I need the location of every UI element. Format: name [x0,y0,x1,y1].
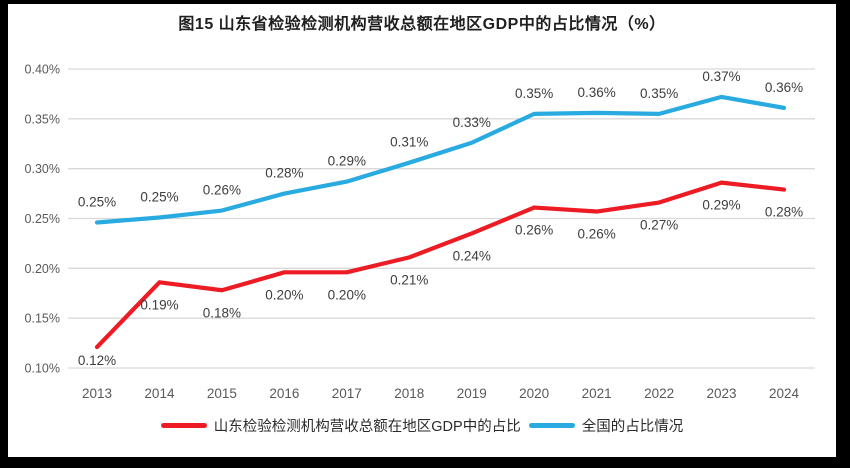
data-label: 0.26% [577,227,615,242]
data-label: 0.26% [203,183,241,198]
x-tick-label: 2022 [644,386,674,401]
data-label: 0.19% [140,297,178,312]
data-label: 0.35% [640,86,678,101]
legend-label-shandong: 山东检验检测机构营收总额在地区GDP中的占比 [213,419,521,435]
data-label: 0.21% [390,272,428,287]
x-tick-label: 2021 [582,386,612,401]
data-label: 0.26% [515,223,553,238]
x-tick-label: 2023 [707,386,737,401]
series-line-national [94,94,787,225]
line-chart: 0.10%0.15%0.20%0.25%0.30%0.35%0.40%2013 2… [25,63,815,401]
y-tick-label: 0.10% [25,362,60,376]
x-tick-label: 2016 [269,386,299,401]
data-label: 0.28% [265,166,303,181]
data-labels-shandong: 0.12% 0.19% 0.18% 0.20% 0.20% 0.21% 0.24% 0.26%… [78,198,803,368]
y-tick-label: 0.40% [25,63,60,77]
data-label: 0.29% [328,154,366,169]
y-tick-label: 0.15% [25,312,60,326]
blue-line-swatch [528,423,575,428]
y-tick-label: 0.20% [25,262,60,276]
data-label: 0.20% [328,287,366,302]
data-label: 0.35% [515,86,553,101]
y-tick-label: 0.35% [25,112,60,126]
legend-label-national: 全国的占比情况 [581,419,684,435]
y-axis-labels: 0.10% 0.15% 0.20% 0.25% 0.30% 0.35% 0.40% [25,63,60,376]
x-axis-labels: 2013 2014 2015 2016 2017 2018 2019 2020 2021 2022… [82,386,800,401]
data-labels-national: 0.25% 0.25% 0.26% 0.28% 0.29% 0.31% 0.33% 0.35%… [78,69,803,210]
legend-item-shandong: 山东检验检测机构营收总额在地区GDP中的占比 [160,415,521,436]
chart-title: 图15 山东省检验检测机构营收总额在地区GDP中的占比情况（%） [178,16,666,33]
data-label: 0.37% [702,69,740,84]
data-label: 0.29% [702,198,740,213]
data-label: 0.18% [203,305,241,320]
x-tick-label: 2014 [144,386,175,401]
x-tick-label: 2017 [332,386,362,401]
data-label: 0.28% [765,205,803,220]
x-tick-label: 2015 [207,386,237,401]
x-tick-label: 2018 [394,386,424,401]
data-label: 0.36% [577,85,615,100]
data-label: 0.27% [640,218,678,233]
data-label: 0.31% [390,135,428,150]
series-line-shandong [94,180,787,350]
data-label: 0.25% [78,194,116,209]
red-line-swatch [160,423,207,428]
x-tick-label: 2019 [457,386,487,401]
data-label: 0.20% [265,287,303,302]
x-tick-label: 2020 [519,386,549,401]
x-tick-label: 2013 [82,386,112,401]
data-label: 0.12% [78,353,116,368]
x-tick-label: 2024 [769,386,800,401]
data-label: 0.24% [453,248,491,263]
data-label: 0.33% [453,115,491,130]
legend: 山东检验检测机构营收总额在地区GDP中的占比 全国的占比情况 [8,415,836,436]
y-tick-label: 0.30% [25,162,60,176]
gridlines [68,68,815,369]
data-label: 0.25% [140,190,178,205]
y-tick-label: 0.25% [25,212,60,226]
legend-item-national: 全国的占比情况 [528,415,684,436]
data-label: 0.36% [765,80,803,95]
